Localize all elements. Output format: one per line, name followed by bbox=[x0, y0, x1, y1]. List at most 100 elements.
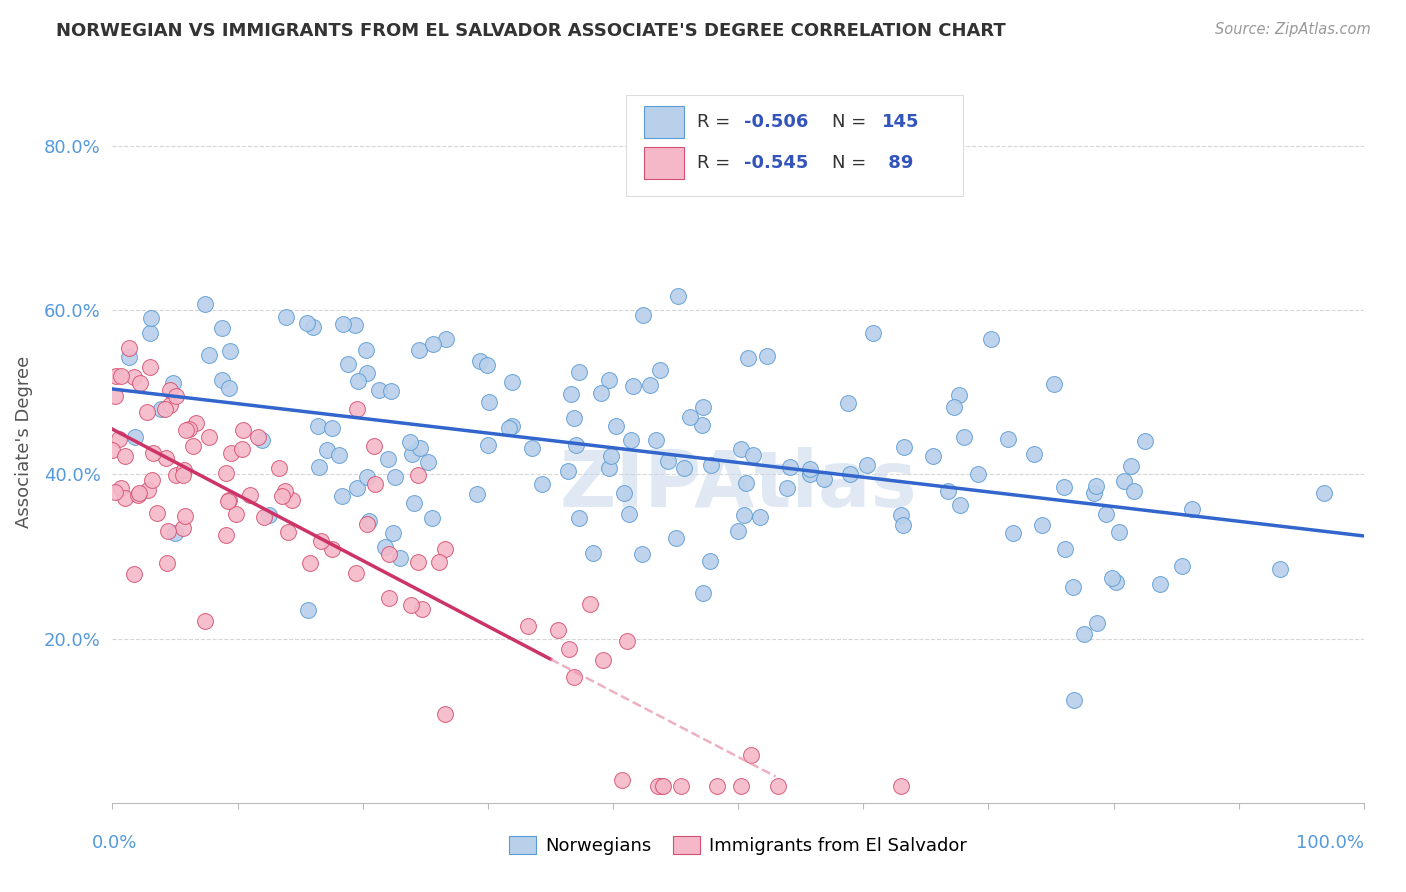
Text: Source: ZipAtlas.com: Source: ZipAtlas.com bbox=[1215, 22, 1371, 37]
Point bbox=[344, 566, 367, 580]
Point bbox=[198, 347, 221, 361]
Point bbox=[890, 508, 912, 523]
Point bbox=[647, 780, 669, 794]
Point bbox=[307, 419, 329, 434]
Point bbox=[669, 780, 692, 794]
Point bbox=[388, 551, 411, 566]
Point bbox=[156, 556, 179, 570]
Point bbox=[1083, 486, 1105, 500]
Point bbox=[980, 332, 1002, 346]
Point bbox=[399, 435, 422, 450]
Point bbox=[104, 485, 127, 500]
Point bbox=[107, 432, 129, 446]
Point bbox=[402, 496, 425, 510]
Point bbox=[110, 481, 132, 495]
Point bbox=[401, 447, 423, 461]
Point bbox=[122, 370, 145, 384]
Point bbox=[1024, 447, 1046, 461]
Point bbox=[517, 618, 540, 632]
Point bbox=[378, 591, 401, 605]
Point bbox=[776, 481, 799, 495]
Point bbox=[277, 525, 299, 540]
Point bbox=[579, 597, 602, 611]
Text: 100.0%: 100.0% bbox=[1296, 834, 1364, 852]
Point bbox=[159, 383, 181, 397]
Point bbox=[409, 442, 432, 456]
Point bbox=[1101, 571, 1123, 585]
Point bbox=[118, 351, 141, 365]
Point bbox=[104, 389, 127, 403]
Point bbox=[239, 488, 262, 502]
Point bbox=[165, 389, 187, 403]
Point bbox=[942, 400, 965, 414]
Point bbox=[1112, 474, 1135, 488]
Point bbox=[855, 458, 877, 472]
Point bbox=[600, 450, 623, 464]
Point bbox=[363, 439, 385, 453]
Point bbox=[105, 368, 128, 383]
Point bbox=[252, 433, 274, 447]
Point bbox=[382, 526, 405, 541]
Point bbox=[501, 376, 523, 390]
Point bbox=[274, 483, 297, 498]
Point bbox=[755, 349, 778, 363]
Point bbox=[837, 396, 859, 410]
Point bbox=[139, 326, 162, 341]
Point bbox=[651, 780, 673, 794]
Point bbox=[118, 341, 141, 355]
Point bbox=[740, 747, 762, 762]
Point bbox=[357, 514, 380, 528]
Point bbox=[568, 511, 591, 525]
Text: 89: 89 bbox=[882, 154, 914, 172]
Point bbox=[742, 449, 765, 463]
Point bbox=[558, 642, 581, 657]
Point bbox=[214, 528, 236, 542]
Point bbox=[737, 351, 759, 366]
FancyBboxPatch shape bbox=[644, 147, 685, 179]
Point bbox=[591, 386, 613, 401]
Point bbox=[564, 438, 586, 452]
Text: R =: R = bbox=[697, 113, 735, 131]
Point bbox=[153, 402, 176, 417]
Point bbox=[668, 289, 690, 303]
Point bbox=[1053, 480, 1076, 494]
Point bbox=[730, 780, 752, 794]
Point bbox=[651, 780, 673, 794]
Point bbox=[922, 449, 945, 463]
Text: 0.0%: 0.0% bbox=[91, 834, 136, 852]
Point bbox=[557, 464, 579, 478]
Point bbox=[766, 780, 789, 794]
Point bbox=[501, 419, 523, 434]
Point bbox=[582, 546, 605, 560]
Point bbox=[344, 318, 367, 332]
Point bbox=[733, 508, 755, 523]
Point bbox=[346, 401, 368, 416]
Point bbox=[231, 442, 253, 456]
Point bbox=[356, 516, 378, 531]
Point bbox=[225, 507, 247, 521]
Point bbox=[214, 466, 236, 480]
Point bbox=[162, 376, 184, 391]
Point bbox=[1313, 486, 1336, 500]
Point bbox=[138, 483, 160, 497]
Point bbox=[198, 430, 221, 444]
Point bbox=[139, 360, 162, 375]
Point bbox=[1084, 479, 1107, 493]
Point bbox=[142, 446, 165, 460]
Point bbox=[1002, 525, 1025, 540]
Point bbox=[690, 417, 713, 432]
Point bbox=[295, 316, 318, 330]
Point bbox=[247, 430, 270, 444]
Point bbox=[232, 423, 254, 437]
Point bbox=[562, 670, 585, 684]
Point bbox=[122, 566, 145, 581]
Point bbox=[380, 384, 402, 399]
Point bbox=[101, 443, 124, 458]
Point bbox=[621, 378, 644, 392]
Point bbox=[1063, 692, 1085, 706]
Point bbox=[163, 526, 186, 541]
Point bbox=[433, 542, 456, 557]
Point bbox=[605, 418, 627, 433]
Point bbox=[598, 460, 620, 475]
Point bbox=[1268, 562, 1291, 576]
